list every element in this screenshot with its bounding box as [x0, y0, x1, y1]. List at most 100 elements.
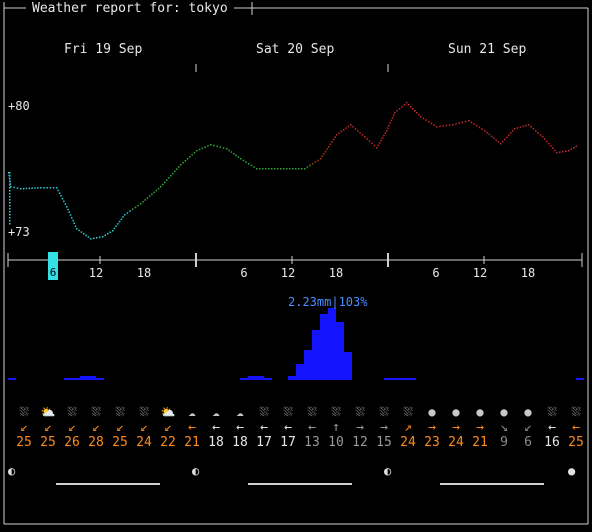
temp-point	[186, 158, 189, 160]
wind-speed: 10	[328, 435, 344, 450]
temp-point	[392, 114, 395, 117]
temp-point	[268, 168, 270, 170]
temp-point	[256, 168, 258, 170]
temp-point	[9, 208, 11, 210]
temp-point	[210, 144, 212, 146]
precip-bar	[312, 330, 320, 380]
wind-speed: 23	[424, 435, 440, 450]
day-label-2: Sat 20 Sep	[256, 42, 335, 57]
temp-point	[9, 220, 11, 222]
temp-point	[354, 128, 357, 130]
temp-point	[403, 104, 406, 106]
temp-point	[8, 172, 10, 174]
temp-point	[376, 147, 378, 149]
wind-speed: 12	[352, 435, 368, 450]
temp-point	[176, 168, 178, 170]
temp-point	[250, 164, 253, 167]
temp-point	[298, 168, 300, 170]
precipitation-bars	[8, 308, 584, 380]
temp-max-label: +80	[8, 99, 30, 113]
temp-point	[180, 164, 182, 166]
temp-point	[497, 141, 500, 143]
temp-point	[228, 149, 230, 152]
temp-point	[408, 104, 410, 106]
wind-speed: 24	[136, 435, 152, 450]
temp-point	[274, 168, 276, 170]
wind-direction-icon: ↙	[140, 420, 148, 435]
temp-point	[436, 126, 438, 128]
wind-direction-icon: ←	[284, 420, 292, 435]
moon-phase-icon: ●	[568, 464, 576, 478]
temp-point	[512, 130, 514, 132]
temp-point	[539, 134, 542, 136]
temp-point	[9, 217, 11, 219]
precip-bar	[328, 308, 336, 380]
temp-point	[124, 214, 126, 216]
temp-point	[286, 168, 288, 170]
temp-point	[157, 187, 160, 190]
weather-symbol-icon: ☁	[212, 405, 220, 419]
temp-point	[9, 196, 11, 198]
temp-point	[448, 124, 451, 126]
temp-point	[9, 193, 11, 195]
temp-point	[470, 121, 473, 124]
wind-direction-icon: →	[356, 420, 364, 435]
temp-point	[73, 222, 75, 224]
temp-point	[366, 138, 368, 140]
weather-symbol-icon: ⛆	[283, 405, 293, 419]
temp-point	[162, 183, 164, 186]
precip-bar	[304, 350, 312, 380]
temp-point	[67, 208, 69, 211]
temp-point	[83, 233, 85, 235]
temp-point	[320, 158, 322, 160]
precipitation-label: 2.23mm|103%	[288, 295, 368, 309]
temp-point	[13, 186, 15, 189]
temp-point	[233, 153, 235, 155]
temp-point	[556, 152, 558, 154]
wind-speed: 26	[64, 435, 80, 450]
current-time-label: 6	[49, 266, 57, 279]
temp-point	[396, 110, 398, 112]
temp-point	[9, 211, 11, 213]
temp-point	[383, 134, 385, 137]
weather-symbol-icon: ⛅	[40, 405, 56, 419]
moon-phase-icon: ◐	[8, 464, 16, 478]
temp-point	[380, 139, 382, 142]
time-tick: 12	[472, 266, 488, 280]
temp-point	[9, 214, 11, 216]
temp-point	[324, 150, 327, 153]
time-tick: 18	[328, 266, 344, 280]
weather-symbol-icon: ⛆	[379, 405, 389, 419]
temp-point	[398, 108, 401, 110]
temp-point	[148, 195, 151, 197]
temp-point	[468, 120, 470, 122]
wind-direction-icon: ←	[548, 420, 556, 435]
precip-bar	[336, 322, 344, 380]
temp-point	[334, 136, 336, 138]
temp-point	[410, 106, 412, 108]
temp-point	[562, 151, 564, 153]
temp-point	[361, 134, 364, 136]
day-label-3: Sun 21 Sep	[448, 42, 527, 57]
temp-point	[74, 225, 77, 227]
temp-min-label: +73	[8, 225, 30, 239]
temp-point	[178, 166, 180, 168]
temp-point	[544, 138, 546, 140]
temp-point	[312, 163, 314, 165]
time-tick: 6	[432, 266, 440, 280]
temp-point	[559, 151, 561, 153]
temperature-curve	[8, 102, 577, 240]
temp-point	[140, 203, 142, 205]
time-tick: 12	[88, 266, 104, 280]
temp-point	[166, 179, 168, 181]
temp-point	[104, 234, 106, 236]
temp-point	[314, 161, 317, 163]
wind-direction-icon: ←	[572, 420, 580, 435]
temp-point	[345, 127, 347, 129]
wind-speed: 22	[160, 435, 176, 450]
temp-point	[522, 125, 524, 128]
time-tick: 12	[280, 266, 296, 280]
temp-point	[406, 102, 408, 104]
temp-point	[9, 205, 11, 207]
weather-symbol-icon: ⛆	[355, 405, 365, 419]
